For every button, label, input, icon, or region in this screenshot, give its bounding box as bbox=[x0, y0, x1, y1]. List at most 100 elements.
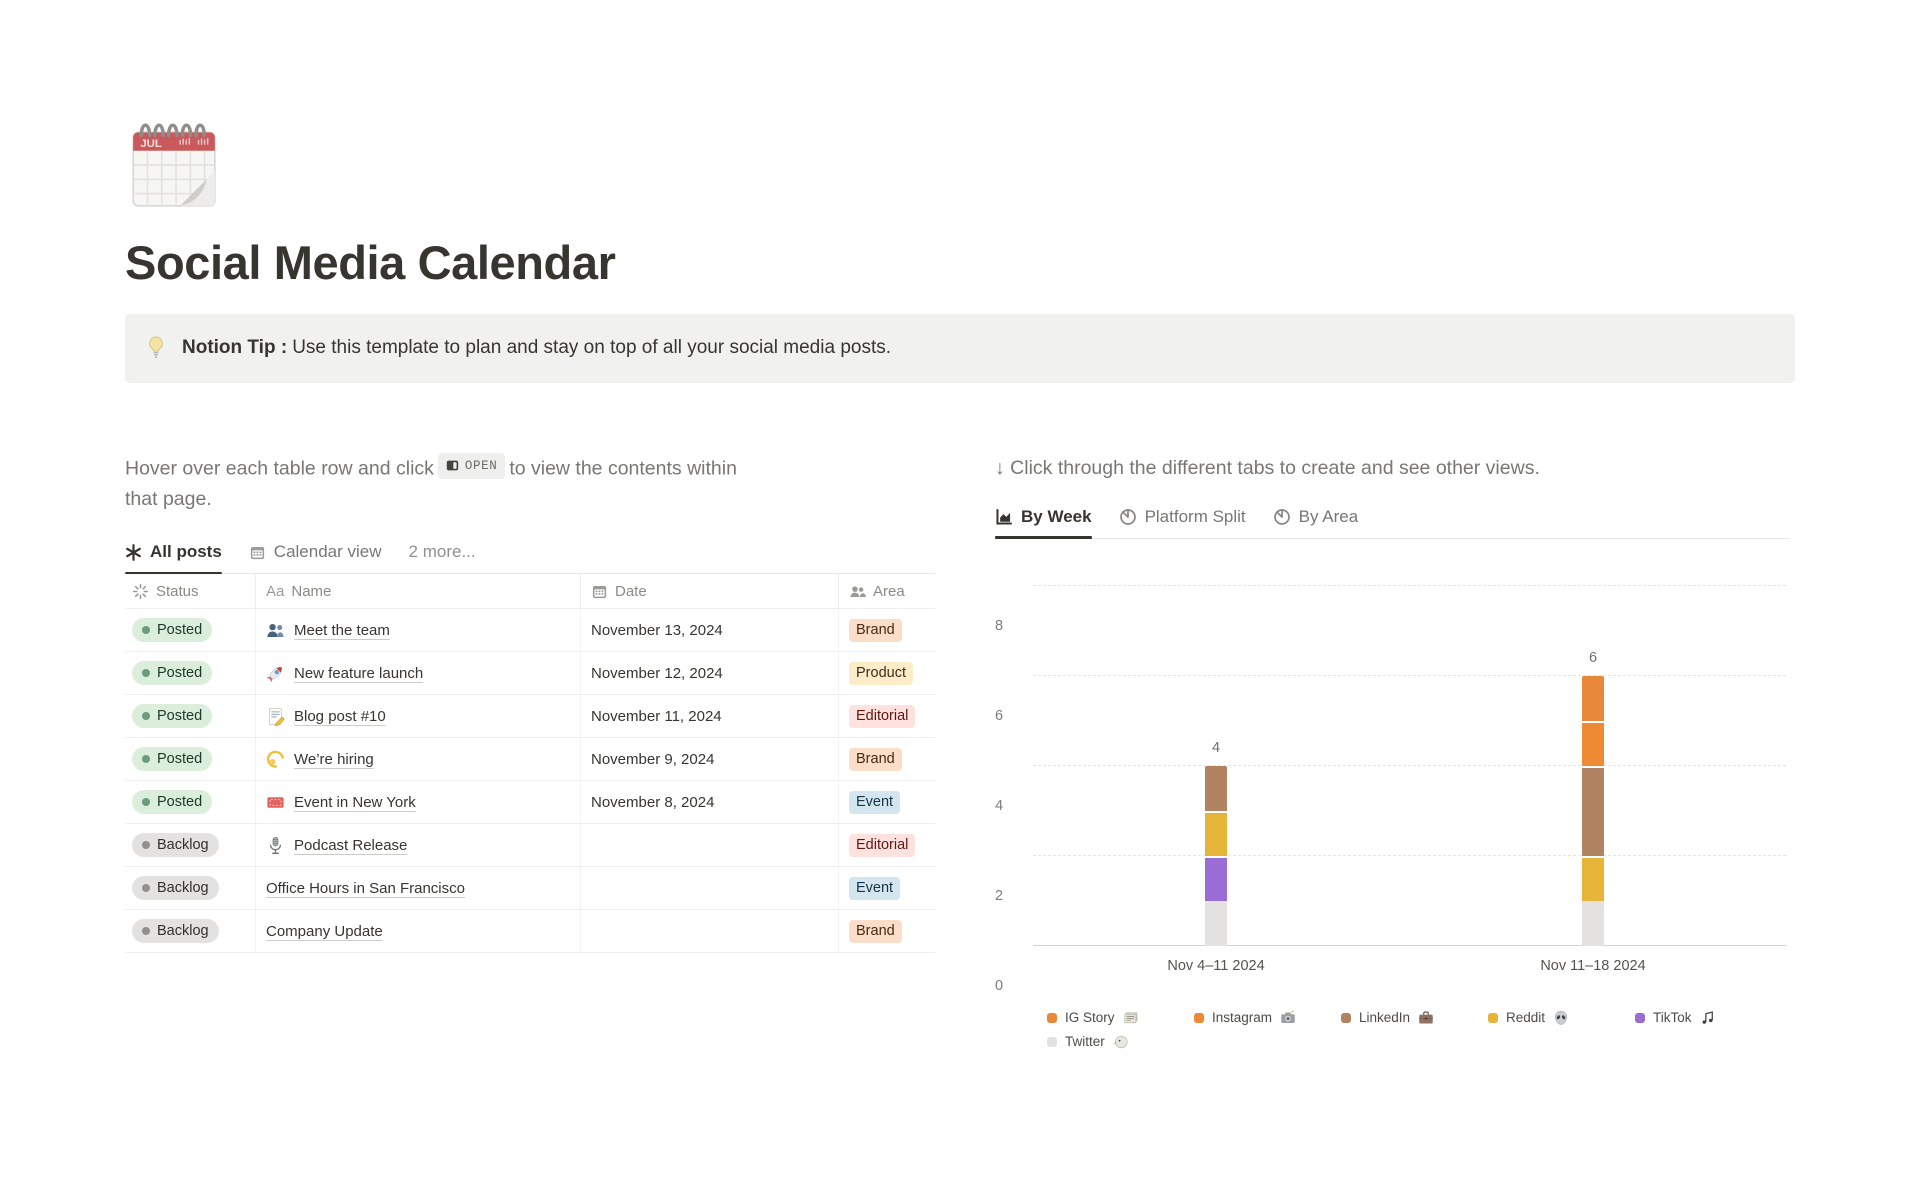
date-cell: November 11, 2024 bbox=[580, 695, 838, 738]
table-row[interactable]: Posted We’re hiring November 9, 2024 Brand bbox=[125, 737, 935, 781]
microphone-icon bbox=[266, 836, 285, 855]
status-label: Backlog bbox=[157, 880, 209, 897]
table-row[interactable]: Backlog Company Update Brand bbox=[125, 909, 935, 954]
bar-segment-twitter[interactable] bbox=[1205, 900, 1227, 946]
notion-tip-callout: Notion Tip : Use this template to plan an… bbox=[125, 314, 1795, 383]
page-link[interactable]: We’re hiring bbox=[266, 750, 374, 769]
y-axis-tick-label: 0 bbox=[995, 977, 1004, 994]
tab-all-posts[interactable]: All posts bbox=[125, 542, 222, 575]
bar-total-label: 4 bbox=[1211, 739, 1221, 756]
page-link-title[interactable]: Event in New York bbox=[294, 793, 416, 811]
area-tag: Event bbox=[849, 790, 901, 814]
status-badge: Posted bbox=[132, 790, 213, 815]
column-header-status[interactable]: Status bbox=[125, 574, 255, 608]
status-label: Posted bbox=[157, 665, 203, 682]
dizzy-icon bbox=[266, 750, 285, 769]
bar-segment-linkedin[interactable] bbox=[1205, 765, 1227, 811]
legend-item-twitter[interactable]: Twitter bbox=[1047, 1034, 1194, 1050]
bar-chart-icon bbox=[995, 508, 1013, 526]
page-link-title[interactable]: Company Update bbox=[266, 922, 383, 940]
status-label: Backlog bbox=[157, 923, 209, 940]
stacked-bar[interactable] bbox=[1205, 765, 1227, 946]
page-link[interactable]: New feature launch bbox=[266, 664, 423, 683]
x-axis-category-label: Nov 4–11 2024 bbox=[1167, 957, 1265, 974]
legend-swatch bbox=[1194, 1012, 1204, 1023]
bar-segment-twitter[interactable] bbox=[1582, 900, 1604, 946]
name-cell: New feature launch bbox=[255, 652, 580, 695]
legend-swatch bbox=[1635, 1012, 1645, 1023]
table-row[interactable]: Posted Event in New York November 8, 2024 E… bbox=[125, 780, 935, 824]
page-link-title[interactable]: Meet the team bbox=[294, 621, 390, 639]
page-link[interactable]: Blog post #10 bbox=[266, 707, 386, 726]
tab-calendar-view[interactable]: Calendar view bbox=[249, 542, 382, 573]
area-cell: Editorial bbox=[838, 695, 935, 738]
bar-segment-ig-story[interactable] bbox=[1582, 675, 1604, 721]
date-cell bbox=[580, 824, 838, 867]
status-cell: Posted bbox=[125, 781, 255, 823]
gridline bbox=[1033, 764, 1786, 766]
bar-segment-linkedin[interactable] bbox=[1582, 765, 1604, 856]
status-cell: Posted bbox=[125, 695, 255, 737]
page-link[interactable]: Event in New York bbox=[266, 793, 416, 812]
page-link[interactable]: Office Hours in San Francisco bbox=[266, 880, 465, 897]
status-cell: Posted bbox=[125, 738, 255, 780]
alien-icon bbox=[1553, 1010, 1569, 1026]
status-cell: Backlog bbox=[125, 910, 255, 952]
page-link-title[interactable]: We’re hiring bbox=[294, 750, 374, 768]
legend-item-ig-story[interactable]: IG Story bbox=[1047, 1010, 1194, 1026]
status-dot bbox=[142, 626, 150, 635]
page-link-title[interactable]: Podcast Release bbox=[294, 836, 408, 854]
page-link[interactable]: Company Update bbox=[266, 923, 383, 940]
status-badge: Posted bbox=[132, 704, 213, 729]
bar-segment-tiktok[interactable] bbox=[1205, 855, 1227, 901]
date-value: November 11, 2024 bbox=[591, 707, 722, 725]
people-blue-icon bbox=[266, 621, 285, 640]
table-row[interactable]: Backlog Podcast Release Editorial bbox=[125, 823, 935, 867]
area-cell: Product bbox=[838, 652, 935, 695]
stacked-bar[interactable] bbox=[1582, 675, 1604, 946]
bar-segment-instagram[interactable] bbox=[1582, 720, 1604, 766]
tab-more-views[interactable]: 2 more... bbox=[408, 542, 476, 562]
area-tag: Editorial bbox=[849, 704, 916, 728]
status-dot bbox=[142, 712, 150, 721]
tab-by-week[interactable]: By Week bbox=[995, 507, 1092, 539]
date-cell bbox=[580, 867, 838, 910]
briefcase-icon bbox=[1418, 1010, 1434, 1026]
posts-table-section: Hover over each table row and click OPEN t… bbox=[125, 452, 935, 1050]
tab-by-area[interactable]: By Area bbox=[1273, 507, 1358, 538]
open-button[interactable]: OPEN bbox=[437, 452, 506, 479]
gridline bbox=[1033, 584, 1786, 586]
column-header-area[interactable]: Area bbox=[838, 574, 935, 609]
table-body: Posted Meet the team November 13, 2024 Bran… bbox=[125, 608, 935, 954]
table-row[interactable]: Posted Meet the team November 13, 2024 Bran… bbox=[125, 608, 935, 652]
bar-segment-reddit[interactable] bbox=[1205, 810, 1227, 856]
table-row[interactable]: Posted New feature launch November 12, 202… bbox=[125, 651, 935, 695]
page-link[interactable]: Meet the team bbox=[266, 621, 390, 640]
camera-icon bbox=[1280, 1010, 1296, 1026]
ticket-icon bbox=[266, 793, 285, 812]
people-icon bbox=[849, 583, 866, 600]
table-row[interactable]: Posted Blog post #10 November 11, 2024 Edit… bbox=[125, 694, 935, 738]
page-link-title[interactable]: Blog post #10 bbox=[294, 707, 386, 725]
spiral-calendar-icon[interactable]: JUL bbox=[125, 116, 223, 214]
legend-item-instagram[interactable]: Instagram bbox=[1194, 1010, 1341, 1026]
legend-item-linkedin[interactable]: LinkedIn bbox=[1341, 1010, 1488, 1026]
column-header-name[interactable]: Aa Name bbox=[255, 574, 580, 609]
area-tag: Event bbox=[849, 876, 901, 900]
chart-section: ↓ Click through the different tabs to cr… bbox=[995, 453, 1790, 1050]
page-link[interactable]: Podcast Release bbox=[266, 836, 407, 855]
legend-item-tiktok[interactable]: TikTok bbox=[1635, 1010, 1782, 1026]
column-header-date[interactable]: Date bbox=[580, 574, 838, 609]
page-link-title[interactable]: Office Hours in San Francisco bbox=[266, 879, 465, 897]
bar-segment-reddit[interactable] bbox=[1582, 855, 1604, 901]
legend-item-reddit[interactable]: Reddit bbox=[1488, 1010, 1635, 1026]
tab-platform-split[interactable]: Platform Split bbox=[1119, 507, 1246, 538]
date-cell: November 12, 2024 bbox=[580, 652, 838, 695]
area-tag: Product bbox=[849, 661, 913, 685]
table-row[interactable]: Backlog Office Hours in San Francisco Even… bbox=[125, 866, 935, 910]
callout-bold-text: Notion Tip : bbox=[182, 337, 288, 358]
table-view-tabs: All posts Calendar view 2 more... bbox=[125, 542, 935, 575]
page-link-title[interactable]: New feature launch bbox=[294, 664, 424, 682]
status-dot bbox=[142, 927, 150, 936]
